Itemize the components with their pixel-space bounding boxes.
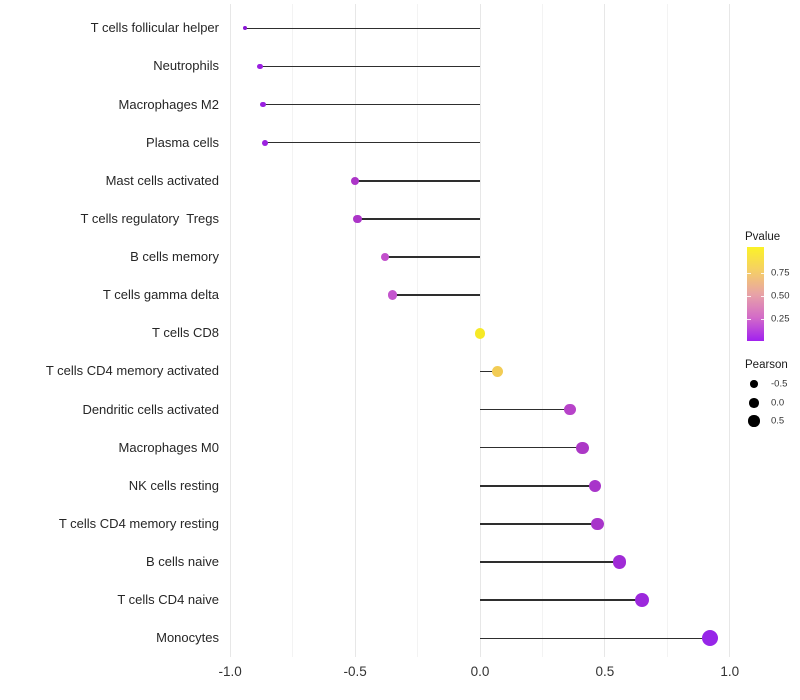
pearson-legend-dot (748, 415, 760, 427)
pvalue-colorbar-tick (747, 318, 751, 320)
pvalue-colorbar-tick (760, 318, 764, 320)
pvalue-tick-label: 0.50 (771, 290, 790, 302)
lollipop-stick (480, 637, 710, 640)
pearson-legend-title: Pearson (745, 359, 788, 371)
lollipop-dot (491, 365, 504, 378)
y-axis-label: Neutrophils (153, 58, 219, 74)
y-axis-label: T cells gamma delta (102, 287, 219, 303)
lollipop-dot (576, 441, 589, 454)
lollipop-stick (480, 599, 643, 601)
y-axis-label: Macrophages M2 (118, 96, 219, 112)
lollipop-dot (564, 403, 576, 416)
lollipop-dot (591, 517, 604, 531)
lollipop-stick (260, 65, 480, 68)
lollipop-stick (392, 294, 480, 296)
lollipop-dot (474, 327, 486, 339)
lollipop-stick (262, 103, 480, 106)
pvalue-colorbar-tick (747, 296, 751, 297)
lollipop-dot (243, 26, 248, 31)
gridline-major (354, 4, 356, 657)
lollipop-dot (635, 593, 650, 608)
y-axis-label: Macrophages M0 (118, 439, 219, 455)
pearson-legend-label: 0.0 (771, 397, 785, 409)
pvalue-tick-label: 0.25 (771, 313, 790, 324)
lollipop-stick (245, 27, 480, 30)
lollipop-stick (480, 408, 570, 411)
lollipop-dot (259, 101, 266, 108)
lollipop-stick (355, 180, 480, 182)
y-axis-label: Dendritic cells activated (82, 401, 219, 417)
lollipop-dot (353, 214, 362, 224)
gridline-major (604, 4, 606, 657)
pvalue-legend-title: Pvalue (745, 231, 781, 243)
lollipop-dot (701, 630, 718, 647)
gridline-minor (292, 4, 294, 657)
x-axis-tick-label: 0.0 (470, 664, 490, 679)
lollipop-stick (480, 370, 498, 373)
lollipop-stick (385, 256, 480, 258)
lollipop-stick (480, 561, 620, 563)
lollipop-dot (380, 252, 390, 262)
gridline-minor (541, 4, 543, 657)
x-axis-tick-label: -0.5 (343, 664, 367, 679)
lollipop-stick (480, 446, 583, 449)
pearson-legend-label: 0.5 (771, 415, 785, 427)
pearson-legend-dot (749, 398, 759, 408)
y-axis-label: T cells CD4 memory activated (45, 363, 219, 379)
gridline-major (229, 4, 231, 657)
y-axis-label: B cells memory (130, 249, 219, 265)
lollipop-stick (480, 485, 595, 487)
pvalue-colorbar (747, 247, 764, 341)
lollipop-stick (480, 523, 598, 525)
y-axis-label: B cells naive (146, 554, 219, 570)
y-axis-label: T cells regulatory Tregs (80, 210, 219, 226)
x-axis-tick-label: 1.0 (720, 664, 740, 679)
pearson-legend-dot (750, 380, 758, 388)
lollipop-dot (387, 290, 398, 300)
lollipop-stick (357, 218, 480, 220)
gridline-major (729, 4, 731, 657)
pvalue-colorbar-tick (760, 273, 764, 274)
y-axis-label: T cells CD8 (152, 325, 219, 341)
lollipop-dot (613, 555, 627, 569)
y-axis-label: Monocytes (156, 630, 219, 646)
lollipop-dot (262, 139, 269, 146)
y-axis-label: T cells CD4 memory resting (58, 515, 219, 531)
pvalue-tick-label: 0.75 (771, 267, 790, 279)
y-axis-label: NK cells resting (128, 477, 219, 493)
lollipop-stick (265, 141, 480, 144)
gridline-minor (666, 4, 668, 657)
x-axis-tick-label: 0.5 (595, 664, 615, 679)
y-axis-label: Plasma cells (146, 134, 219, 150)
y-axis-label: Mast cells activated (105, 172, 219, 188)
lollipop-dot (350, 176, 360, 186)
pvalue-colorbar-tick (747, 273, 751, 274)
gridline-minor (417, 4, 419, 657)
lollipop-dot (257, 63, 263, 70)
pvalue-colorbar-tick (760, 296, 764, 297)
pearson-legend-label: -0.5 (771, 378, 788, 390)
lollipop-dot (588, 479, 602, 493)
y-axis-label: T cells follicular helper (90, 20, 219, 36)
x-axis-tick-label: -1.0 (218, 664, 242, 679)
y-axis-label: T cells CD4 naive (117, 592, 219, 608)
